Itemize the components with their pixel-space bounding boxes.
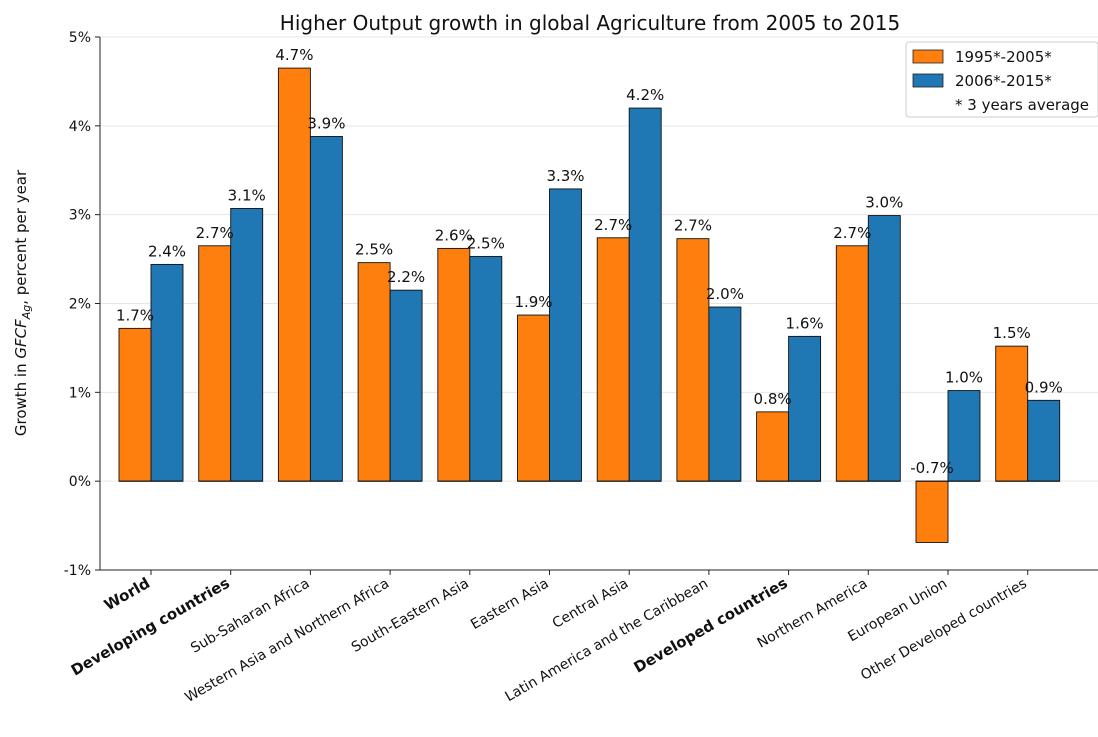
y-tick-label: 5%	[69, 30, 91, 46]
legend-swatch-series-1	[912, 49, 944, 64]
legend-swatch-series-2	[912, 73, 944, 88]
y-ticks: -1% 0% 1% 2% 3% 4% 5%	[64, 30, 100, 579]
bar-series-2	[628, 107, 662, 482]
bar-series-1	[915, 480, 949, 543]
legend-note: * 3 years average	[955, 96, 1089, 114]
x-tick-label: Eastern Asia	[468, 576, 551, 633]
data-label: 2.6%	[435, 226, 473, 244]
bar-series-1	[596, 237, 630, 482]
bar-series-1	[277, 67, 311, 482]
chart-title: Higher Output growth in global Agricultu…	[280, 11, 900, 35]
bar-series-2	[469, 255, 503, 482]
data-label: 3.9%	[307, 114, 345, 132]
data-label: 2.5%	[467, 234, 505, 252]
y-tick-label: 3%	[69, 208, 91, 224]
bar-series-2	[867, 215, 901, 482]
bar-series-2	[150, 263, 184, 482]
bar-series-2	[708, 306, 742, 482]
bar-series-2	[309, 136, 343, 482]
data-label: 2.2%	[387, 268, 425, 286]
bar-series-2	[230, 207, 264, 482]
bar-series-1	[437, 247, 471, 482]
data-label: 1.9%	[514, 293, 552, 311]
bar-series-2	[788, 335, 822, 482]
data-label: 1.7%	[116, 306, 154, 324]
data-label: -0.7%	[910, 459, 954, 477]
bar-series-1	[995, 345, 1029, 482]
x-tick-label: World	[101, 574, 153, 614]
y-label-math: GFCF	[12, 319, 30, 359]
bar-series-1	[756, 411, 790, 482]
data-label: 4.7%	[275, 46, 313, 64]
bar-series-1	[118, 327, 152, 482]
y-label-prefix: Growth in	[12, 359, 30, 437]
y-tick-label: 0%	[69, 474, 91, 490]
data-label: 2.7%	[833, 224, 871, 242]
data-label: 4.2%	[626, 86, 664, 104]
legend-label-series-1: 1995*-2005*	[955, 48, 1052, 66]
y-label-suffix: , percent per year	[12, 169, 30, 305]
bar-series-2	[389, 289, 423, 482]
y-tick-label: -1%	[64, 563, 91, 579]
bar-series-2	[947, 390, 981, 482]
bar-series-2	[549, 188, 582, 482]
data-label: 2.0%	[706, 285, 744, 303]
bar-series-2	[1027, 399, 1061, 482]
data-label: 2.7%	[674, 217, 712, 235]
y-axis-label: Growth in GFCFAg, percent per year	[12, 169, 33, 436]
data-labels: 1.7%2.4%2.7%3.1%4.7%3.9%2.5%2.2%2.6%2.5%…	[116, 46, 1063, 477]
y-tick-label: 4%	[69, 119, 91, 135]
legend: 1995*-2005* 2006*-2015* * 3 years averag…	[905, 41, 1098, 118]
data-label: 1.0%	[945, 369, 983, 387]
bar-series-1	[517, 314, 550, 482]
data-label: 2.7%	[196, 224, 234, 242]
data-label: 3.3%	[546, 167, 584, 185]
data-label: 2.5%	[355, 241, 393, 259]
bar-series-1	[198, 245, 232, 482]
bars	[118, 67, 1061, 543]
data-label: 2.4%	[148, 242, 186, 260]
data-label: 1.6%	[786, 314, 824, 332]
data-label: 1.5%	[993, 324, 1031, 342]
y-label-subscript: Ag	[20, 305, 33, 321]
bar-series-1	[357, 262, 391, 482]
legend-frame	[905, 41, 1098, 118]
bar-series-1	[676, 238, 710, 482]
legend-label-series-2: 2006*-2015*	[955, 72, 1052, 90]
data-label: 3.1%	[228, 186, 266, 204]
data-label: 0.8%	[754, 390, 792, 408]
y-tick-label: 2%	[69, 297, 91, 313]
data-label: 3.0%	[865, 194, 903, 212]
data-label: 0.9%	[1025, 378, 1063, 396]
y-tick-label: 1%	[69, 385, 91, 401]
data-label: 2.7%	[594, 216, 632, 234]
bar-series-1	[835, 245, 869, 482]
